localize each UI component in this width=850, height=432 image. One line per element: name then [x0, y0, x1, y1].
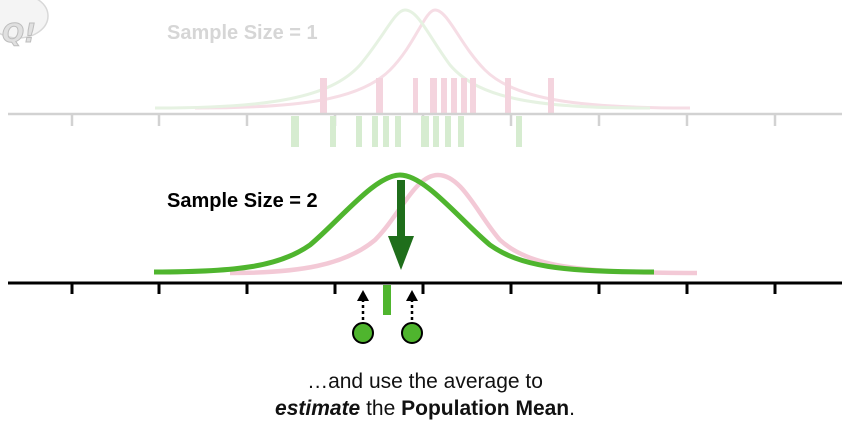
mean-arrow: [388, 180, 414, 270]
top-population-bars: [320, 78, 554, 113]
caption-line-2: estimate the Population Mean.: [0, 395, 850, 422]
bottom-sample-size-label: Sample Size = 2: [167, 190, 318, 212]
statquest-logo: Q!: [0, 0, 50, 60]
top-population-curve: [194, 8, 691, 110]
caption: …and use the average to estimate the Pop…: [0, 368, 850, 422]
bottom-axis-ticks: [70, 283, 777, 294]
logo-text: Q!: [2, 19, 36, 49]
dotted-arrow-right: [406, 290, 418, 320]
estimate-curve: [153, 172, 655, 275]
sample-point-1: [352, 322, 374, 344]
population-curve: [229, 172, 698, 276]
bottom-panel: [8, 172, 842, 344]
caption-emphasis: estimate: [275, 397, 361, 420]
dotted-arrow-left: [357, 290, 369, 320]
caption-line-1: …and use the average to: [307, 370, 543, 393]
sample-point-2: [401, 322, 423, 344]
caption-end: .: [569, 397, 575, 420]
top-panel: [8, 8, 842, 147]
sample-mean-bar: [383, 285, 391, 315]
caption-strong: Population Mean: [401, 397, 570, 420]
top-sample-size-label: Sample Size = 1: [167, 22, 318, 44]
top-sample-bars: [291, 116, 522, 147]
caption-mid: the: [360, 397, 402, 420]
